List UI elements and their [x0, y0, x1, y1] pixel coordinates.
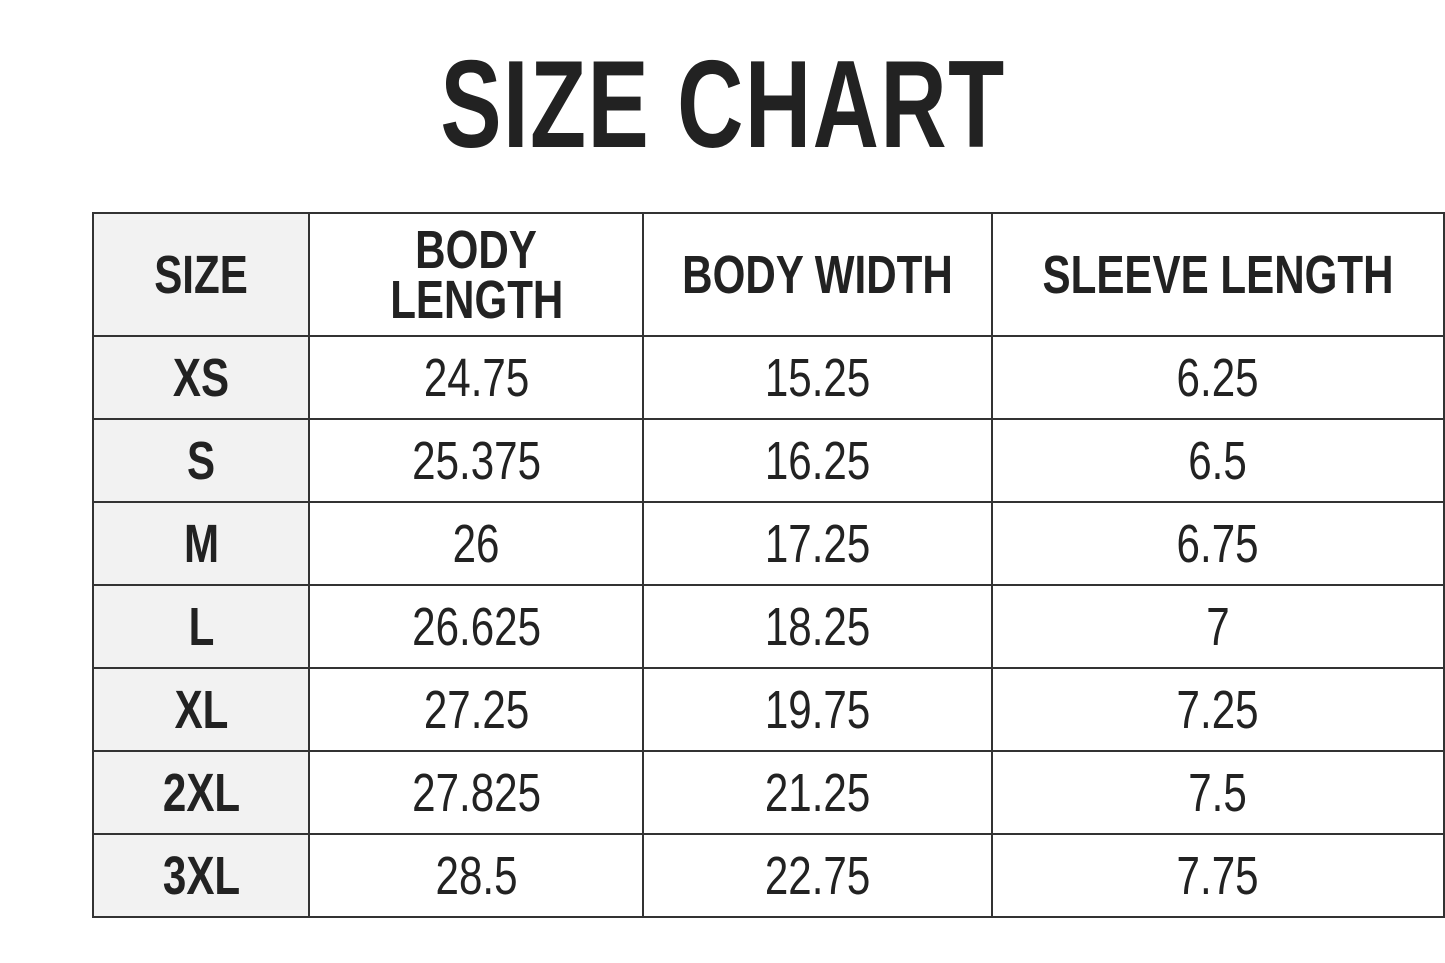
table-row: S 25.375 16.25 6.5	[91, 418, 1445, 503]
header-body-width: BODY WIDTH	[641, 212, 993, 337]
table-row: XL 27.25 19.75 7.25	[91, 667, 1445, 752]
size-cell: L	[91, 584, 311, 669]
page-title: SIZE CHART	[439, 36, 1006, 174]
body-length-cell: 26.625	[308, 584, 644, 669]
body-length-cell: 27.825	[308, 750, 644, 835]
table-row: XS 24.75 15.25 6.25	[91, 335, 1445, 420]
body-length-cell: 26	[308, 501, 644, 586]
table-row: M 26 17.25 6.75	[91, 501, 1445, 586]
body-length-cell: 25.375	[308, 418, 644, 503]
header-size: SIZE	[91, 212, 311, 337]
sleeve-length-cell: 6.25	[990, 335, 1445, 420]
size-cell: XS	[91, 335, 311, 420]
table-header-row: SIZE BODY LENGTH BODY WIDTH SLEEVE LENGT…	[91, 212, 1445, 337]
sleeve-length-cell: 6.75	[990, 501, 1445, 586]
header-sleeve-length: SLEEVE LENGTH	[990, 212, 1445, 337]
body-length-cell: 27.25	[308, 667, 644, 752]
body-width-cell: 18.25	[641, 584, 993, 669]
body-width-cell: 16.25	[641, 418, 993, 503]
size-cell: XL	[91, 667, 311, 752]
body-length-cell: 28.5	[308, 833, 644, 918]
body-width-cell: 15.25	[641, 335, 993, 420]
size-cell: 2XL	[91, 750, 311, 835]
sleeve-length-cell: 6.5	[990, 418, 1445, 503]
body-width-cell: 19.75	[641, 667, 993, 752]
sleeve-length-cell: 7.5	[990, 750, 1445, 835]
table-row: 2XL 27.825 21.25 7.5	[91, 750, 1445, 835]
sleeve-length-cell: 7	[990, 584, 1445, 669]
body-width-cell: 17.25	[641, 501, 993, 586]
body-length-cell: 24.75	[308, 335, 644, 420]
sleeve-length-cell: 7.25	[990, 667, 1445, 752]
size-cell: 3XL	[91, 833, 311, 918]
sleeve-length-cell: 7.75	[990, 833, 1445, 918]
body-width-cell: 22.75	[641, 833, 993, 918]
header-body-length: BODY LENGTH	[308, 212, 644, 337]
body-width-cell: 21.25	[641, 750, 993, 835]
size-cell: M	[91, 501, 311, 586]
table-row: 3XL 28.5 22.75 7.75	[91, 833, 1445, 918]
size-chart-table: SIZE BODY LENGTH BODY WIDTH SLEEVE LENGT…	[91, 212, 1445, 918]
size-cell: S	[91, 418, 311, 503]
table-row: L 26.625 18.25 7	[91, 584, 1445, 669]
